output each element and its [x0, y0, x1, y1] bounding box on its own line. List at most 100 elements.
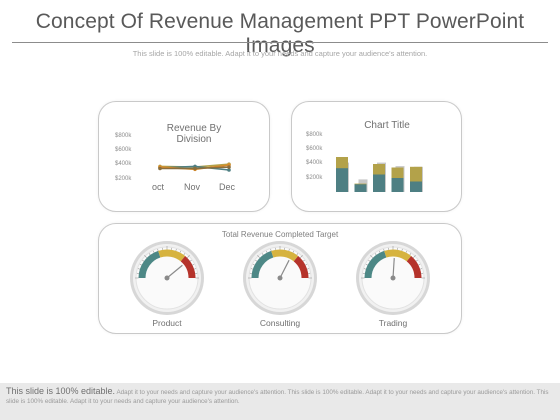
gauge-tick	[374, 253, 377, 256]
gauge-dial-icon	[356, 241, 430, 315]
gauge-tick	[383, 248, 385, 251]
gauge-tick	[142, 259, 145, 262]
bar-teal	[354, 184, 367, 192]
gauge-band	[138, 250, 161, 279]
gauge-band	[251, 250, 274, 279]
gauge-band	[271, 249, 299, 262]
gauge-hub	[164, 275, 170, 281]
gauge-dial-icon	[243, 241, 317, 315]
gauge-tick	[307, 268, 310, 270]
x-tick-label: oct	[152, 182, 165, 192]
gauge-tick	[368, 259, 371, 262]
y-tick-label: $800k	[306, 132, 323, 138]
y-tick-label: $200k	[115, 176, 132, 182]
gauge-tick	[186, 255, 190, 259]
gauge-tick	[363, 268, 366, 270]
y-tick-label: $800k	[115, 133, 132, 139]
gauge-tick	[152, 250, 155, 253]
bar-chart	[336, 157, 423, 192]
gauge-tick	[296, 253, 299, 256]
gauge-band	[158, 249, 186, 262]
footer-lead: This slide is 100% editable.	[6, 386, 116, 396]
bar-teal	[336, 168, 348, 192]
gauge-label: Trading	[378, 318, 408, 328]
gauge-tick	[405, 250, 408, 253]
revenue-by-division-title: Revenue By Division	[166, 123, 222, 145]
x-tick-label: Nov	[184, 182, 201, 192]
y-tick-label: $200k	[306, 175, 323, 181]
x-tick-label: Dec	[219, 182, 236, 192]
bar-teal	[410, 181, 422, 192]
gauge-tick	[409, 253, 412, 256]
gauge-tick	[192, 263, 195, 266]
gauge-tick	[401, 248, 403, 251]
y-tick-label: $400k	[306, 160, 323, 166]
gauge-band	[384, 249, 412, 262]
gauge-tick	[412, 255, 416, 259]
gauge-tick	[189, 259, 192, 262]
gauge-product: Product	[129, 240, 205, 330]
gauge-tick	[255, 259, 258, 262]
gauge-tick	[365, 263, 368, 266]
gauge-tick	[139, 263, 142, 266]
series-point	[158, 166, 162, 171]
gauge-hub	[390, 275, 396, 281]
gauge-tick	[257, 255, 261, 259]
footer-text: Adapt it to your needs and capture your …	[6, 389, 549, 405]
gauge-tick	[183, 253, 186, 256]
gauge-tick	[250, 268, 253, 270]
division-line-chart	[158, 162, 231, 172]
footer: This slide is 100% editable. Adapt it to…	[0, 383, 560, 420]
gauge-label: Consulting	[259, 318, 301, 328]
series-point	[193, 166, 197, 171]
gauge-needle	[392, 258, 395, 279]
slide-subtitle: This slide is 100% editable. Adapt it to…	[132, 49, 428, 58]
revenue-by-division-card: Revenue By Division $800k $600k $400k $2…	[98, 101, 270, 212]
gauge-tick	[261, 253, 264, 256]
revenue-target-card: Total Revenue Completed Target Product C…	[98, 223, 462, 334]
title-rule	[12, 42, 548, 43]
gauge-tick	[418, 263, 421, 266]
gauge-tick	[194, 268, 197, 270]
gauge-band	[406, 256, 422, 279]
gauge-tick	[265, 250, 268, 253]
gauge-band	[364, 250, 387, 279]
gauge-tick	[157, 248, 159, 251]
gauge-consulting: Consulting	[242, 240, 318, 330]
gauge-tick	[415, 259, 418, 262]
gauge-dial-icon	[130, 241, 204, 315]
series-point	[227, 165, 231, 169]
bar-teal	[373, 174, 385, 192]
gauge-tick	[144, 255, 148, 259]
y-tick-label: $400k	[115, 161, 132, 167]
series-point	[227, 168, 231, 172]
gauge-tick	[252, 263, 255, 266]
gauge-tick	[148, 253, 151, 256]
gauge-tick	[137, 268, 140, 270]
gauge-needle	[166, 264, 183, 279]
slide-title: Concept Of Revenue Management PPT PowerP…	[35, 10, 525, 57]
gauge-tick	[420, 268, 423, 270]
gauge-tick	[179, 250, 182, 253]
gauge-tick	[270, 248, 272, 251]
gauge-tick	[378, 250, 381, 253]
chart-title-card: Chart Title $800k $600k $400k $200k	[291, 101, 462, 212]
y-tick-label: $600k	[306, 146, 323, 152]
gauge-tick	[292, 250, 295, 253]
gauge-tick	[175, 248, 177, 251]
bar-teal	[391, 178, 404, 192]
gauge-needle	[279, 259, 290, 279]
gauge-trading: Trading	[355, 240, 431, 330]
gauge-band	[293, 256, 309, 279]
target-title: Total Revenue Completed Target	[221, 230, 339, 239]
gauge-tick	[288, 248, 290, 251]
gauge-label: Product	[152, 318, 182, 328]
gauge-tick	[299, 255, 303, 259]
gauge-tick	[302, 259, 305, 262]
gauge-tick	[305, 263, 308, 266]
chart-title: Chart Title	[364, 120, 410, 131]
y-tick-label: $600k	[115, 147, 132, 153]
gauge-band	[180, 256, 196, 279]
gauge-hub	[277, 275, 283, 281]
gauge-tick	[370, 255, 374, 259]
